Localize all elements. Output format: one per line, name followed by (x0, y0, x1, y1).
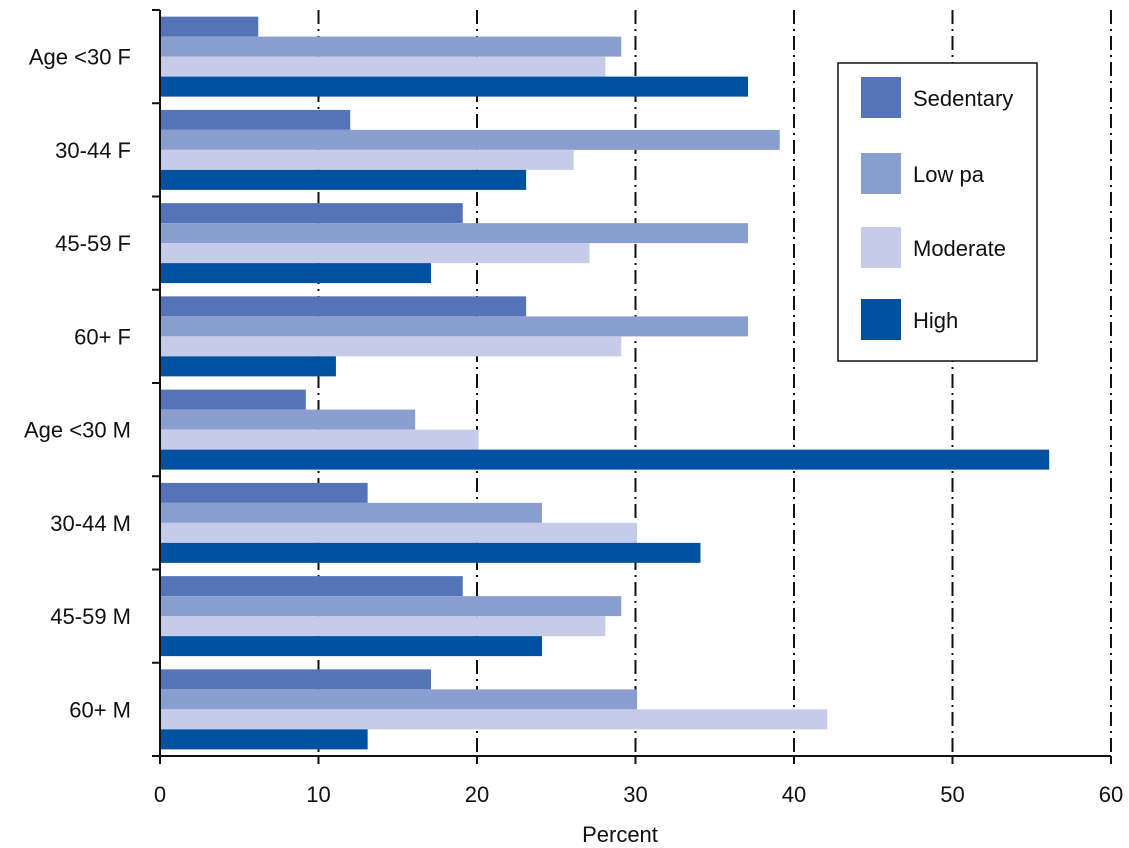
bar-sedentary (160, 296, 527, 317)
bar-low-pa (160, 316, 749, 337)
legend-swatch (861, 227, 901, 268)
bar-sedentary (160, 109, 351, 130)
bar-low-pa (160, 596, 622, 617)
bar-high (160, 76, 749, 97)
legend-label: Moderate (913, 236, 1006, 261)
x-tick-label: 20 (465, 782, 489, 807)
bar-moderate (160, 429, 479, 450)
axes (152, 9, 1112, 764)
x-tick-label: 10 (306, 782, 330, 807)
bar-low-pa (160, 36, 622, 57)
x-tick-labels: 0 10 20 30 40 50 60 (154, 782, 1123, 807)
legend-swatch (861, 77, 901, 118)
y-tick-label: 60+ M (69, 697, 131, 722)
bar-low-pa (160, 689, 638, 710)
legend-label: High (913, 308, 958, 333)
x-tick-label: 0 (154, 782, 166, 807)
bar-moderate (160, 149, 574, 170)
bar-high (160, 356, 336, 377)
bar-moderate (160, 522, 638, 543)
bar-sedentary (160, 576, 463, 597)
y-tick-label: 45-59 F (55, 231, 131, 256)
bar-moderate (160, 616, 606, 637)
bar-low-pa (160, 502, 542, 523)
y-tick-label: Age <30 M (24, 418, 131, 443)
legend-label: Low pa (913, 162, 985, 187)
bar-high (160, 729, 368, 750)
x-tick-label: 60 (1099, 782, 1123, 807)
bars (160, 16, 1050, 750)
legend-swatch (861, 299, 901, 340)
x-axis-label: Percent (582, 822, 658, 847)
y-tick-labels: Age <30 F 30-44 F 45-59 F 60+ F Age <30 M 30-… (24, 45, 131, 723)
legend-swatch (861, 153, 901, 194)
bar-moderate (160, 243, 590, 264)
x-tick-label: 50 (940, 782, 964, 807)
bar-moderate (160, 56, 606, 77)
bar-low-pa (160, 409, 416, 430)
legend-label: Sedentary (913, 86, 1013, 111)
bar-high (160, 169, 527, 190)
bar-low-pa (160, 129, 780, 150)
y-tick-label: 30-44 F (55, 138, 131, 163)
bar-sedentary (160, 203, 463, 224)
bar-high (160, 542, 701, 563)
legend: Sedentary Low pa Moderate High (837, 62, 1038, 362)
y-tick-label: 60+ F (74, 324, 131, 349)
x-tick-label: 30 (623, 782, 647, 807)
bar-high (160, 449, 1050, 470)
y-tick-label: 45-59 M (50, 604, 131, 629)
bar-moderate (160, 709, 828, 730)
bar-high (160, 636, 542, 657)
bar-high (160, 263, 432, 284)
bar-sedentary (160, 389, 306, 410)
y-tick-label: Age <30 F (29, 45, 131, 70)
bar-sedentary (160, 482, 368, 503)
x-tick-label: 40 (782, 782, 806, 807)
bar-low-pa (160, 223, 749, 244)
bar-sedentary (160, 16, 259, 37)
y-tick-label: 30-44 M (50, 511, 131, 536)
bar-sedentary (160, 669, 432, 690)
bar-moderate (160, 336, 622, 357)
